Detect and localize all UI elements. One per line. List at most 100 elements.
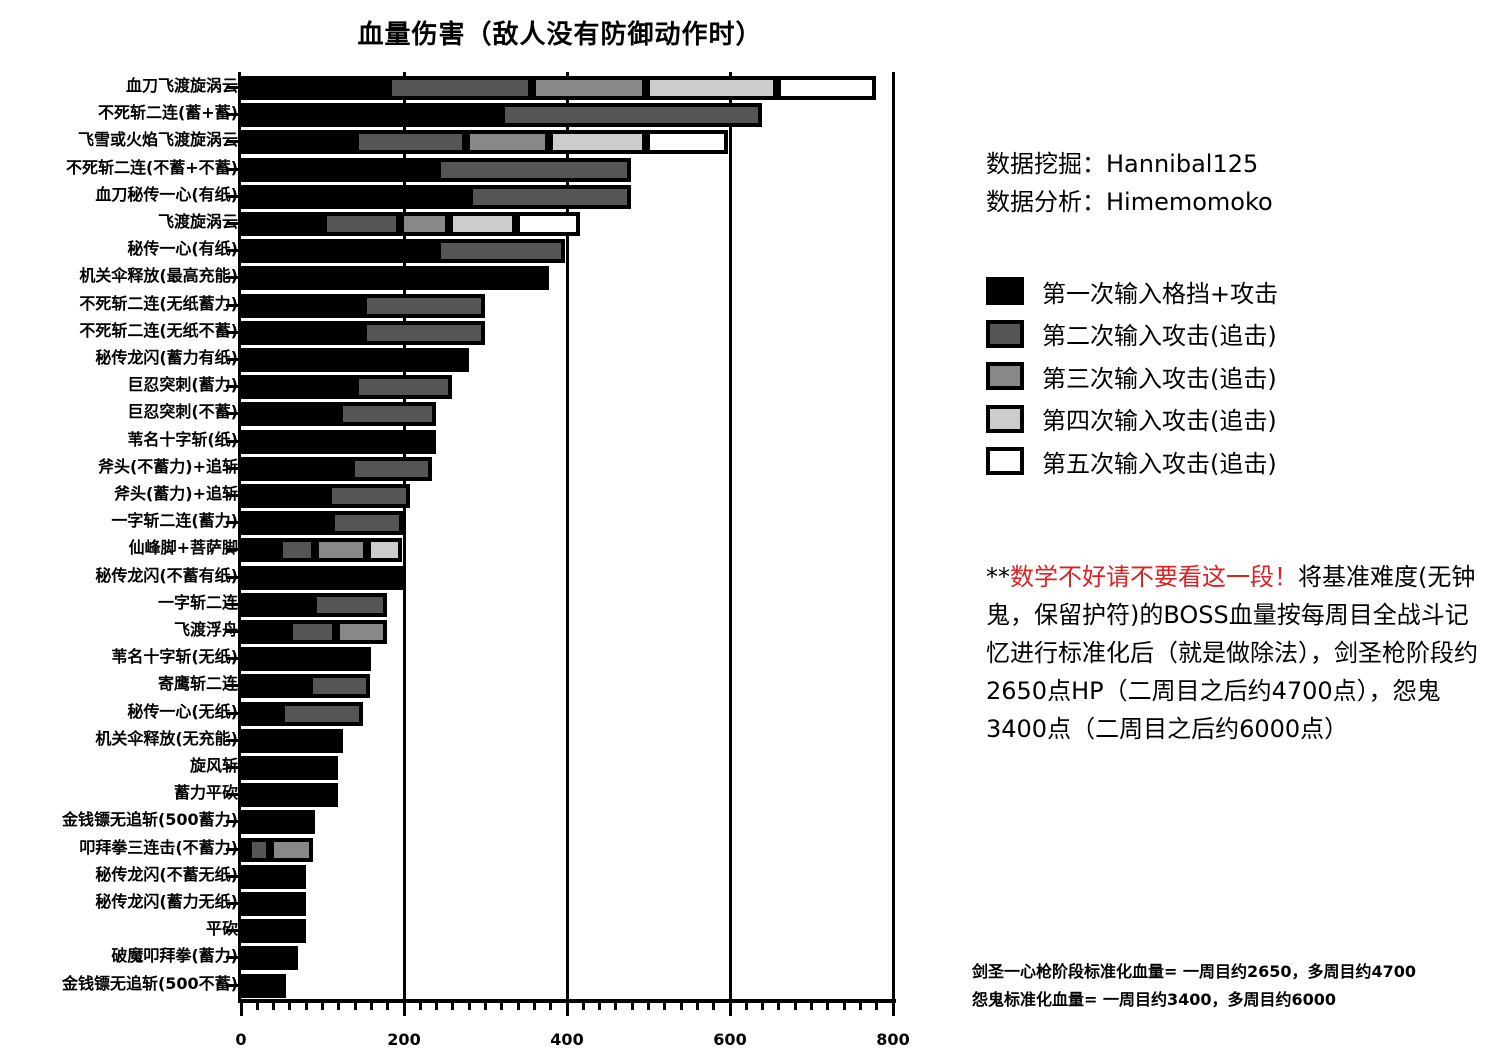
credit-mining: 数据挖掘：Hannibal125 bbox=[986, 150, 1259, 178]
footer-line-1: 剑圣一心枪阶段标准化血量= 一周目约2650，多周目约4700 bbox=[972, 962, 1417, 981]
bar-row bbox=[241, 375, 453, 400]
y-axis-tick bbox=[226, 194, 240, 198]
bar-segment-1 bbox=[241, 892, 307, 916]
y-axis-tick bbox=[226, 466, 240, 470]
bar-row bbox=[241, 157, 631, 182]
y-axis-tick bbox=[226, 630, 240, 633]
bar-segment-1 bbox=[241, 728, 343, 753]
x-minor-tick bbox=[842, 1002, 846, 1010]
bar-segment-2 bbox=[312, 592, 387, 617]
x-minor-tick bbox=[875, 1002, 879, 1010]
x-minor-tick bbox=[418, 1002, 422, 1010]
gridline bbox=[728, 72, 732, 1000]
bar-row bbox=[241, 592, 387, 617]
y-axis-tick bbox=[226, 847, 240, 851]
bar-segment-1 bbox=[241, 756, 338, 780]
bar-row bbox=[241, 103, 762, 128]
x-major-tick bbox=[565, 1002, 569, 1016]
bar-row bbox=[241, 647, 372, 672]
y-axis-label: 血刀秘传一心(有纸) bbox=[95, 184, 238, 204]
x-axis-tick-label: 0 bbox=[235, 1030, 247, 1049]
y-axis-tick bbox=[226, 113, 240, 117]
y-axis-tick bbox=[226, 929, 240, 933]
x-minor-tick bbox=[386, 1002, 390, 1010]
y-axis-label: 斧头(不蓄力)+追斩 bbox=[97, 456, 238, 476]
y-axis-tick bbox=[226, 548, 240, 552]
y-axis-tick bbox=[226, 330, 240, 334]
note-prefix: ** bbox=[986, 563, 1010, 591]
legend-swatch bbox=[986, 319, 1024, 348]
bar-segment-2 bbox=[338, 402, 436, 427]
x-axis-tick-label: 200 bbox=[387, 1030, 421, 1049]
x-minor-tick bbox=[858, 1002, 862, 1010]
x-minor-tick bbox=[663, 1002, 667, 1010]
bar-segment-2 bbox=[436, 239, 565, 264]
bar-segment-1 bbox=[241, 348, 470, 372]
x-minor-tick bbox=[810, 1002, 813, 1010]
y-axis-label: 机关伞释放(最高充能) bbox=[79, 266, 238, 286]
x-minor-tick bbox=[288, 1002, 292, 1010]
x-minor-tick bbox=[369, 1002, 373, 1010]
y-axis-label: 平砍 bbox=[205, 919, 238, 939]
y-axis-label: 飞渡旋涡云 bbox=[157, 212, 238, 231]
y-axis-tick bbox=[226, 820, 240, 824]
bar-row bbox=[241, 130, 729, 155]
y-axis-tick bbox=[226, 575, 240, 579]
bar-segment-2 bbox=[351, 456, 432, 481]
footer-line-2: 怨鬼标准化血量= 一周目约3400，多周目约6000 bbox=[972, 990, 1337, 1009]
x-major-tick bbox=[891, 1002, 895, 1016]
bar-row bbox=[241, 565, 405, 590]
bar-segment-1 bbox=[241, 810, 316, 835]
y-axis-tick bbox=[226, 412, 240, 416]
x-minor-tick bbox=[826, 1002, 830, 1010]
y-axis-label: 斧头(蓄力)+追斩 bbox=[113, 484, 238, 503]
y-axis-label: 巨忍突刺(蓄力) bbox=[127, 375, 238, 395]
bar-row bbox=[241, 892, 307, 916]
bar-segment-4 bbox=[646, 76, 778, 100]
legend-label: 第四次输入攻击(追击) bbox=[1042, 407, 1277, 436]
bar-segment-1 bbox=[241, 565, 405, 590]
bar-row bbox=[241, 783, 338, 808]
gridline bbox=[891, 72, 895, 1000]
bar-row bbox=[241, 864, 307, 889]
y-axis-tick bbox=[226, 140, 240, 144]
bar-row bbox=[241, 429, 436, 454]
y-axis-label: 仙峰脚+菩萨脚 bbox=[128, 538, 238, 558]
bar-segment-2 bbox=[469, 184, 631, 209]
x-axis-ticks bbox=[239, 1002, 895, 1016]
legend-item: 第五次输入攻击(追击) bbox=[986, 440, 1278, 483]
note-body: 将基准难度(无钟鬼，保留护符)的BOSS血量按每周目全战斗记忆进行标准化后（就是… bbox=[986, 563, 1478, 743]
x-minor-tick bbox=[532, 1002, 536, 1010]
bar-row bbox=[241, 212, 581, 236]
y-axis-label: 金钱镖无追斩(500不蓄) bbox=[61, 973, 238, 993]
x-major-tick bbox=[728, 1002, 732, 1016]
y-axis-label: 旋风斩 bbox=[189, 756, 238, 775]
bar-row bbox=[241, 756, 338, 780]
legend-label: 第一次输入格挡+攻击 bbox=[1042, 279, 1279, 308]
chart-title: 血量伤害（敌人没有防御动作时） bbox=[357, 20, 763, 50]
x-major-tick bbox=[402, 1002, 406, 1016]
y-axis-tick bbox=[226, 385, 240, 389]
x-minor-tick bbox=[516, 1002, 520, 1010]
y-axis-label: 不死斩二连(蓄+蓄) bbox=[97, 103, 238, 123]
x-minor-tick bbox=[321, 1002, 324, 1010]
bar-row bbox=[241, 728, 343, 753]
legend-swatch bbox=[986, 362, 1024, 391]
legend: 第一次输入格挡+攻击 第二次输入攻击(追击) 第三次输入攻击(追击) 第四次输入攻击(… bbox=[986, 270, 1278, 483]
legend-item: 第四次输入攻击(追击) bbox=[986, 398, 1278, 441]
bar-segment-2 bbox=[280, 701, 364, 726]
x-minor-tick bbox=[304, 1002, 308, 1010]
bar-segment-2 bbox=[436, 157, 631, 182]
y-axis-label: 不死斩二连(不蓄+不蓄) bbox=[65, 157, 238, 177]
bar-segment-1 bbox=[241, 973, 286, 998]
x-minor-tick bbox=[484, 1002, 487, 1010]
bar-segment-2 bbox=[289, 620, 337, 644]
y-axis-label: 飞雪或火焰飞渡旋涡云 bbox=[77, 130, 238, 150]
bar-segment-2 bbox=[363, 293, 485, 318]
bar-segment-1 bbox=[241, 946, 299, 971]
x-axis-line bbox=[238, 999, 896, 1003]
gridline bbox=[565, 72, 569, 1000]
bar-row bbox=[241, 538, 402, 563]
bar-row bbox=[241, 701, 364, 726]
legend-swatch bbox=[986, 447, 1024, 476]
